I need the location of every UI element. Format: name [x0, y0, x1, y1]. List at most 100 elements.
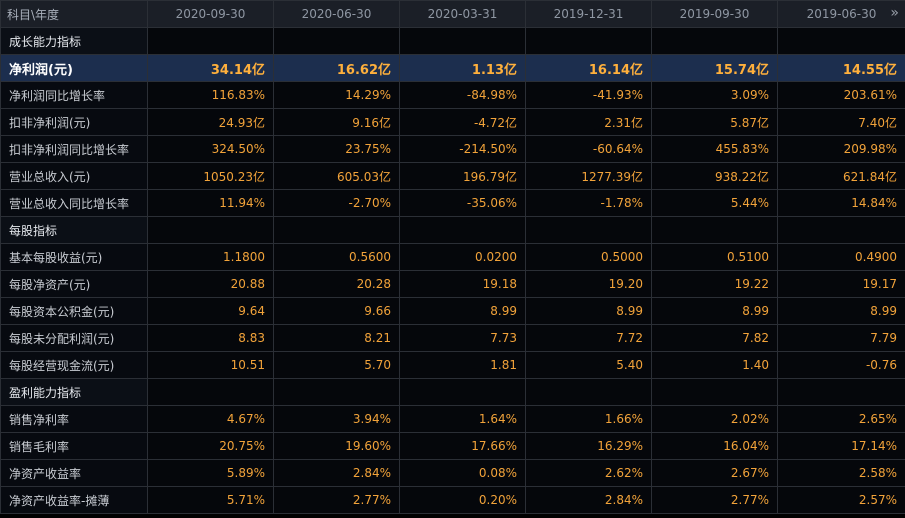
table-row: 每股净资产(元) 20.88 20.28 19.18 19.20 19.22 19.17	[0, 270, 905, 298]
value-cell: 23.75%	[273, 135, 400, 163]
value-cell: 9.66	[273, 297, 400, 325]
value-cell: 20.75%	[147, 432, 274, 460]
value-cell: 1.40	[651, 351, 778, 379]
value-cell: 2.65%	[777, 405, 905, 433]
value-cell: 8.83	[147, 324, 274, 352]
value-cell: 2.31亿	[525, 108, 652, 136]
value-cell: 209.98%	[777, 135, 905, 163]
empty-cell	[273, 378, 400, 406]
value-cell: 17.66%	[399, 432, 526, 460]
value-cell: 621.84亿	[777, 162, 905, 190]
section-header-row: 成长能力指标	[0, 27, 905, 55]
table-row: 扣非净利润同比增长率 324.50% 23.75% -214.50% -60.64% 45…	[0, 135, 905, 163]
value-cell: 605.03亿	[273, 162, 400, 190]
chevron-double-right-icon[interactable]: »	[890, 5, 899, 21]
row-label: 净资产收益率	[0, 459, 148, 487]
value-cell: 324.50%	[147, 135, 274, 163]
row-label: 扣非净利润(元)	[0, 108, 148, 136]
table-row: 营业总收入同比增长率 11.94% -2.70% -35.06% -1.78% 5.44%…	[0, 189, 905, 217]
empty-cell	[777, 216, 905, 244]
period-header[interactable]: 2020-06-30	[273, 0, 400, 28]
value-cell: 7.40亿	[777, 108, 905, 136]
table-row: 每股未分配利润(元) 8.83 8.21 7.73 7.72 7.82 7.79	[0, 324, 905, 352]
header-row: 科目\年度 2020-09-30 2020-06-30 2020-03-31 2…	[0, 0, 905, 28]
table-row: 扣非净利润(元) 24.93亿 9.16亿 -4.72亿 2.31亿 5.87亿 7.40亿	[0, 108, 905, 136]
value-cell: 1.66%	[525, 405, 652, 433]
value-cell: 0.0200	[399, 243, 526, 271]
value-cell: 20.88	[147, 270, 274, 298]
value-cell: 11.94%	[147, 189, 274, 217]
empty-cell	[399, 216, 526, 244]
value-cell: -41.93%	[525, 81, 652, 109]
value-cell: 10.51	[147, 351, 274, 379]
value-cell: -60.64%	[525, 135, 652, 163]
value-cell: 2.58%	[777, 459, 905, 487]
value-cell: -2.70%	[273, 189, 400, 217]
value-cell: 5.89%	[147, 459, 274, 487]
value-cell: 0.4900	[777, 243, 905, 271]
value-cell: 0.20%	[399, 486, 526, 514]
value-cell: 8.99	[651, 297, 778, 325]
section-title: 盈利能力指标	[0, 378, 148, 406]
value-cell: 5.70	[273, 351, 400, 379]
value-cell: 7.72	[525, 324, 652, 352]
value-cell: 1.81	[399, 351, 526, 379]
table-row: 净资产收益率 5.89% 2.84% 0.08% 2.62% 2.67% 2.58%	[0, 459, 905, 487]
empty-cell	[399, 27, 526, 55]
value-cell: -4.72亿	[399, 108, 526, 136]
empty-cell	[651, 216, 778, 244]
row-label: 销售毛利率	[0, 432, 148, 460]
period-header[interactable]: 2020-03-31	[399, 0, 526, 28]
table-row: 净资产收益率-摊薄 5.71% 2.77% 0.20% 2.84% 2.77% 2.57%	[0, 486, 905, 514]
value-cell: 1277.39亿	[525, 162, 652, 190]
value-cell: 19.22	[651, 270, 778, 298]
value-cell: 16.14亿	[525, 54, 652, 82]
value-cell: 2.57%	[777, 486, 905, 514]
empty-cell	[525, 378, 652, 406]
row-label: 净资产收益率-摊薄	[0, 486, 148, 514]
value-cell: 14.55亿	[777, 54, 905, 82]
value-cell: 9.64	[147, 297, 274, 325]
empty-cell	[147, 27, 274, 55]
value-cell: 15.74亿	[651, 54, 778, 82]
value-cell: 2.77%	[273, 486, 400, 514]
value-cell: -35.06%	[399, 189, 526, 217]
value-cell: 17.14%	[777, 432, 905, 460]
value-cell: 455.83%	[651, 135, 778, 163]
period-header[interactable]: 2019-12-31	[525, 0, 652, 28]
value-cell: 1.64%	[399, 405, 526, 433]
period-header[interactable]: 2020-09-30	[147, 0, 274, 28]
value-cell: 19.18	[399, 270, 526, 298]
value-cell: 2.84%	[273, 459, 400, 487]
table-row: 净利润同比增长率 116.83% 14.29% -84.98% -41.93% 3.09%…	[0, 81, 905, 109]
table-row: 净利润(元) 34.14亿 16.62亿 1.13亿 16.14亿 15.74亿 14.55…	[0, 54, 905, 82]
value-cell: 2.62%	[525, 459, 652, 487]
value-cell: 3.94%	[273, 405, 400, 433]
value-cell: 14.29%	[273, 81, 400, 109]
value-cell: 8.99	[399, 297, 526, 325]
corner-header: 科目\年度	[0, 0, 148, 28]
empty-cell	[147, 378, 274, 406]
period-header[interactable]: 2019-09-30	[651, 0, 778, 28]
value-cell: 9.16亿	[273, 108, 400, 136]
empty-cell	[147, 216, 274, 244]
value-cell: 24.93亿	[147, 108, 274, 136]
value-cell: 34.14亿	[147, 54, 274, 82]
row-label: 营业总收入同比增长率	[0, 189, 148, 217]
period-header-last[interactable]: 2019-06-30 »	[777, 0, 905, 28]
value-cell: 1050.23亿	[147, 162, 274, 190]
table-row: 每股资本公积金(元) 9.64 9.66 8.99 8.99 8.99 8.99	[0, 297, 905, 325]
table-row: 营业总收入(元) 1050.23亿 605.03亿 196.79亿 1277.39亿 93…	[0, 162, 905, 190]
row-label: 净利润(元)	[0, 54, 148, 82]
value-cell: 2.77%	[651, 486, 778, 514]
value-cell: 16.62亿	[273, 54, 400, 82]
empty-cell	[525, 216, 652, 244]
table-row: 每股经营现金流(元) 10.51 5.70 1.81 5.40 1.40 -0.76	[0, 351, 905, 379]
period-header-label: 2019-06-30	[806, 7, 877, 21]
row-label: 扣非净利润同比增长率	[0, 135, 148, 163]
value-cell: 8.99	[525, 297, 652, 325]
value-cell: 8.99	[777, 297, 905, 325]
row-label: 销售净利率	[0, 405, 148, 433]
row-label: 营业总收入(元)	[0, 162, 148, 190]
value-cell: 19.60%	[273, 432, 400, 460]
